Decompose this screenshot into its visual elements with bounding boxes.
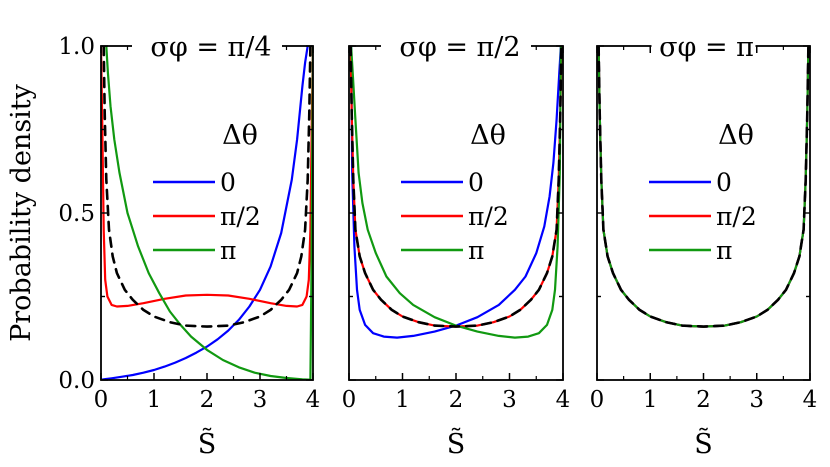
legend-label: 0 [468,168,484,197]
x-tick-label: 1 [643,387,658,413]
y-tick-label: 0.0 [58,368,95,394]
x-tick-label: 3 [253,387,268,413]
x-tick-label: 2 [696,387,711,413]
x-tick-label: 4 [803,387,818,413]
panel-title: σφ = π [659,32,754,63]
series-line-1 [101,46,313,308]
legend-title: Δθ [222,120,258,151]
axes-frame [596,45,811,381]
y-tick-label: 1.0 [58,34,95,60]
series-line-2 [350,46,562,339]
x-tick-label: 4 [306,387,321,413]
panel-title-background [132,32,282,60]
x-tick-label: 2 [449,387,464,413]
x-axis-title: S̃ [694,427,713,460]
series-line-1 [597,46,810,328]
legend-title: Δθ [470,120,506,151]
series-line-0 [597,46,810,328]
panels: 0 1 2 3 4 0.0 0.5 1.0 σφ = π/4 S̃ Δθ 0 π/2 π 0 1 2 3 4 σφ =… [58,32,817,460]
x-tick-label: 3 [502,387,517,413]
y-tick-label: 0.5 [58,201,95,227]
chart-panel-3: 0 1 2 3 4 σφ = π S̃ Δθ 0 π/2 π [590,32,818,460]
x-tick-label: 0 [94,387,109,413]
x-tick-label: 2 [200,387,215,413]
panel-title: σφ = π/4 [150,32,271,63]
series-line-dashed [597,46,810,328]
axes-frame [100,45,314,381]
y-axis-title: Probability density [6,83,37,342]
chart-panel-1: 0 1 2 3 4 0.0 0.5 1.0 σφ = π/4 S̃ Δθ 0 π/2 π [58,32,320,460]
legend-label: π [220,236,236,265]
legend-label: 0 [716,168,732,197]
legend-label: π [468,236,484,265]
legend-label: π/2 [468,202,509,231]
panel-title: σφ = π/2 [399,32,520,63]
panel-title-background [651,32,756,60]
series-line-0 [350,46,562,339]
chart-panel-2: 0 1 2 3 4 σφ = π/2 S̃ Δθ 0 π/2 π [342,32,571,460]
x-tick-label: 0 [590,387,605,413]
series-group [597,46,810,328]
series-line-2 [105,46,313,380]
series-line-0 [101,46,309,380]
panel-title-background [381,32,531,60]
series-group [101,46,313,380]
legend-label: 0 [220,168,236,197]
axes-frame [348,45,564,381]
x-tick-label: 4 [556,387,571,413]
series-group [349,46,563,339]
legend-label: π [716,236,732,265]
series-line-dashed [102,46,312,328]
series-line-1 [349,46,563,328]
x-axis-title: S̃ [447,427,466,460]
series-line-2 [597,46,810,328]
series-line-dashed [349,46,563,328]
legend-label: π/2 [716,202,757,231]
x-tick-label: 3 [749,387,764,413]
x-tick-label: 1 [395,387,410,413]
legend-title: Δθ [718,120,754,151]
legend-label: π/2 [220,202,261,231]
x-axis-title: S̃ [198,427,217,460]
x-tick-label: 1 [147,387,162,413]
x-tick-label: 0 [342,387,357,413]
